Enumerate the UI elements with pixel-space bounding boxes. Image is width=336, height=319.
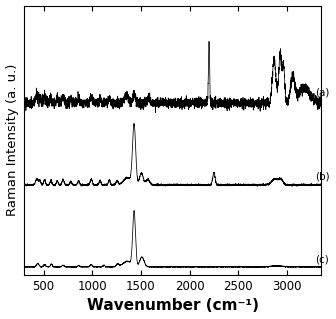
Y-axis label: Raman Intensity (a. u.): Raman Intensity (a. u.) [6, 64, 18, 217]
Text: (c): (c) [315, 255, 329, 264]
X-axis label: Wavenumber (cm⁻¹): Wavenumber (cm⁻¹) [87, 299, 258, 314]
Text: (a): (a) [315, 88, 330, 98]
Text: (b): (b) [315, 171, 330, 181]
